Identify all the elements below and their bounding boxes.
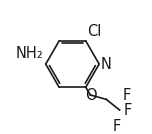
Text: F: F: [123, 103, 131, 118]
Text: O: O: [85, 88, 97, 103]
Text: NH₂: NH₂: [15, 46, 43, 61]
Text: Cl: Cl: [88, 24, 102, 39]
Text: N: N: [101, 57, 112, 72]
Text: F: F: [122, 88, 131, 103]
Text: F: F: [113, 119, 121, 134]
